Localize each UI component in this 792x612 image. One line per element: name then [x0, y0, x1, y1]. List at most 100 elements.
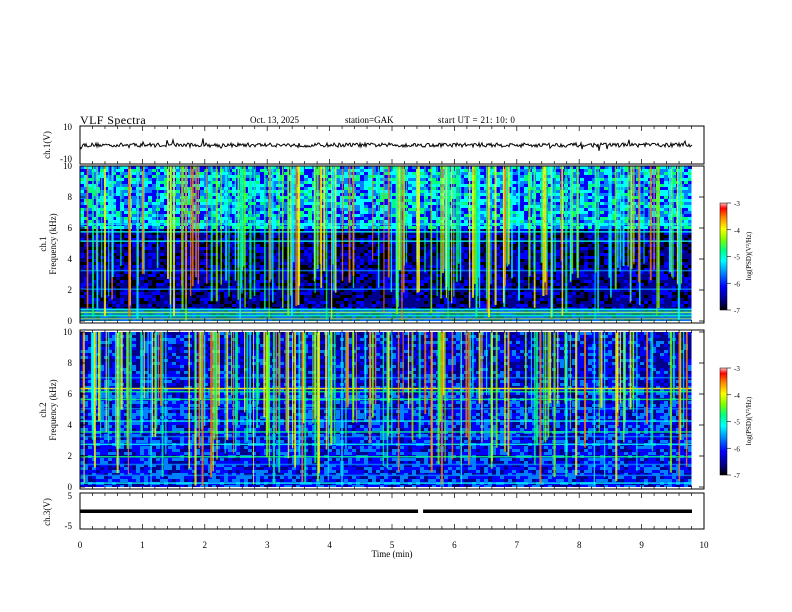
spectrogram-cell: [176, 172, 180, 175]
spectrogram-cell: [84, 295, 88, 298]
spectrogram-cell: [92, 271, 96, 274]
spectrogram-cell: [160, 244, 164, 247]
spectrogram-cell: [232, 250, 236, 253]
spectrogram-cell: [108, 301, 112, 304]
spectrogram-cell: [176, 190, 180, 193]
spectrogram-cell: [444, 310, 448, 313]
spectrogram-cell: [144, 307, 148, 310]
spectrogram-cell: [372, 307, 376, 310]
spectrogram-cell: [148, 178, 152, 181]
spectrogram-cell: [308, 166, 312, 169]
spectrogram-cell: [116, 268, 120, 271]
spectrogram-cell: [336, 205, 340, 208]
spectrogram-cell: [92, 217, 96, 220]
spectrogram-cell: [200, 286, 204, 289]
spectrogram-cell: [344, 229, 348, 232]
spectrogram-cell: [196, 319, 200, 321]
spectrogram-cell: [204, 310, 208, 313]
spectrogram-cell: [360, 169, 364, 172]
spectrogram-cell: [336, 268, 340, 271]
spectrogram-cell: [232, 253, 236, 256]
spectrogram-cell: [80, 301, 84, 304]
spectrogram-cell: [256, 289, 260, 292]
spectrogram-cell: [428, 253, 432, 256]
spectrogram-cell: [368, 298, 372, 301]
spectrogram-cell: [160, 277, 164, 280]
spectrogram-cell: [188, 277, 192, 280]
spectrogram-cell: [124, 244, 128, 247]
spectrogram-cell: [392, 280, 396, 283]
spectrogram-cell: [300, 286, 304, 289]
spectrogram-cell: [84, 169, 88, 172]
spectrogram-cell: [160, 247, 164, 250]
spectrogram-cell: [228, 250, 232, 253]
spectrogram-cell: [84, 226, 88, 229]
spectrogram-cell: [124, 316, 128, 319]
spectrogram-cell: [256, 265, 260, 268]
spectrogram-cell: [388, 250, 392, 253]
spectrogram-cell: [308, 205, 312, 208]
spectrogram-cell: [412, 286, 416, 289]
spectrogram-cell: [216, 277, 220, 280]
spectrogram-cell: [368, 178, 372, 181]
spectrogram-cell: [264, 289, 268, 292]
spectrogram-cell: [256, 202, 260, 205]
spectrogram-cell: [260, 205, 264, 208]
spectrogram-cell: [364, 250, 368, 253]
spectrogram-cell: [84, 193, 88, 196]
spectrogram-cell: [228, 199, 232, 202]
spectrogram-cell: [104, 286, 108, 289]
spectrogram-cell: [328, 262, 332, 265]
spectrogram-cell: [144, 169, 148, 172]
spectrogram-cell: [272, 304, 276, 307]
spectrogram-cell: [228, 304, 232, 307]
spectrogram-cell: [280, 256, 284, 259]
spectrogram-cell: [440, 196, 444, 199]
spectrogram-cell: [192, 208, 196, 211]
spectrogram-cell: [432, 247, 436, 250]
spectrogram-cell: [84, 181, 88, 184]
spectrogram-cell: [116, 262, 120, 265]
spectrogram-cell: [208, 277, 212, 280]
spectrogram-cell: [200, 226, 204, 229]
spectrogram-cell: [84, 259, 88, 262]
spectrogram-cell: [288, 259, 292, 262]
spectrogram-cell: [408, 289, 412, 292]
spectrogram-cell: [204, 286, 208, 289]
spectrogram-cell: [276, 166, 280, 169]
spectrogram-cell: [216, 295, 220, 298]
spectrogram-cell: [276, 196, 280, 199]
spectrogram-cell: [372, 229, 376, 232]
spectrogram-cell: [220, 175, 224, 178]
spectrogram-cell: [200, 247, 204, 250]
spectrogram-cell: [412, 250, 416, 253]
spectrogram-cell: [380, 271, 384, 274]
spectrogram-cell: [260, 226, 264, 229]
spectrogram-cell: [144, 277, 148, 280]
spectrogram-cell: [428, 193, 432, 196]
spectrogram-cell: [428, 202, 432, 205]
spectrogram-cell: [356, 289, 360, 292]
spectrogram-cell: [436, 220, 440, 223]
spectrogram-cell: [308, 280, 312, 283]
spectrogram-cell: [212, 238, 216, 241]
spectrogram-cell: [192, 211, 196, 214]
spectrogram-cell: [92, 286, 96, 289]
spectrogram-cell: [264, 265, 268, 268]
spectrogram-cell: [228, 271, 232, 274]
spectrogram-cell: [348, 301, 352, 304]
spectrogram-cell: [336, 319, 340, 321]
spectrogram-cell: [384, 232, 388, 235]
spectrogram-cell: [300, 256, 304, 259]
spectrogram-cell: [244, 268, 248, 271]
spectrogram-cell: [104, 190, 108, 193]
spectrogram-cell: [288, 181, 292, 184]
spectrogram-cell: [88, 190, 92, 193]
spectrogram-cell: [444, 298, 448, 301]
spectrogram-cell: [364, 181, 368, 184]
spectrogram-cell: [284, 238, 288, 241]
spectrogram-cell: [80, 214, 84, 217]
spectrogram-cell: [384, 319, 388, 321]
spectrogram-cell: [344, 259, 348, 262]
spectrogram-cell: [156, 271, 160, 274]
